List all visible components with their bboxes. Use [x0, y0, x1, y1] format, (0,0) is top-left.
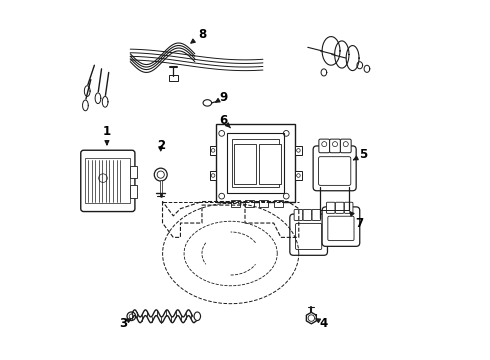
- Text: 9: 9: [216, 91, 228, 104]
- FancyBboxPatch shape: [322, 207, 360, 246]
- Polygon shape: [83, 100, 88, 111]
- Polygon shape: [95, 93, 101, 104]
- FancyBboxPatch shape: [234, 144, 256, 184]
- Text: 8: 8: [191, 28, 206, 43]
- Polygon shape: [364, 65, 370, 72]
- FancyBboxPatch shape: [330, 139, 341, 153]
- FancyBboxPatch shape: [303, 210, 312, 221]
- FancyBboxPatch shape: [341, 139, 351, 153]
- FancyBboxPatch shape: [81, 150, 135, 212]
- Text: 7: 7: [350, 212, 364, 230]
- FancyBboxPatch shape: [335, 202, 344, 213]
- Text: 2: 2: [157, 139, 165, 152]
- Text: 5: 5: [354, 148, 368, 161]
- Polygon shape: [102, 96, 108, 107]
- Polygon shape: [194, 312, 200, 320]
- Polygon shape: [84, 86, 90, 96]
- FancyBboxPatch shape: [318, 157, 351, 185]
- FancyBboxPatch shape: [245, 201, 254, 207]
- FancyBboxPatch shape: [210, 146, 216, 155]
- FancyBboxPatch shape: [313, 146, 356, 191]
- Text: 3: 3: [119, 317, 131, 330]
- Polygon shape: [203, 100, 212, 106]
- FancyBboxPatch shape: [295, 224, 322, 249]
- Polygon shape: [335, 41, 349, 68]
- FancyBboxPatch shape: [130, 166, 137, 178]
- Polygon shape: [321, 69, 327, 76]
- FancyBboxPatch shape: [216, 125, 295, 202]
- Polygon shape: [346, 45, 359, 71]
- FancyBboxPatch shape: [312, 210, 320, 221]
- FancyBboxPatch shape: [85, 158, 130, 203]
- FancyBboxPatch shape: [319, 139, 330, 153]
- FancyBboxPatch shape: [227, 134, 285, 193]
- FancyBboxPatch shape: [130, 185, 137, 198]
- Polygon shape: [357, 62, 363, 69]
- Text: 4: 4: [316, 317, 328, 330]
- FancyBboxPatch shape: [328, 216, 354, 240]
- Text: 1: 1: [103, 125, 111, 145]
- FancyBboxPatch shape: [295, 171, 302, 180]
- FancyBboxPatch shape: [290, 214, 327, 255]
- FancyBboxPatch shape: [326, 202, 335, 213]
- FancyBboxPatch shape: [294, 210, 303, 221]
- FancyBboxPatch shape: [231, 201, 240, 207]
- FancyBboxPatch shape: [259, 144, 281, 184]
- FancyBboxPatch shape: [169, 75, 177, 81]
- FancyBboxPatch shape: [295, 146, 302, 155]
- FancyBboxPatch shape: [232, 139, 279, 187]
- Polygon shape: [322, 37, 340, 65]
- FancyBboxPatch shape: [344, 202, 353, 213]
- FancyBboxPatch shape: [274, 201, 283, 207]
- FancyBboxPatch shape: [259, 201, 269, 207]
- FancyBboxPatch shape: [210, 171, 216, 180]
- Text: 6: 6: [220, 114, 230, 128]
